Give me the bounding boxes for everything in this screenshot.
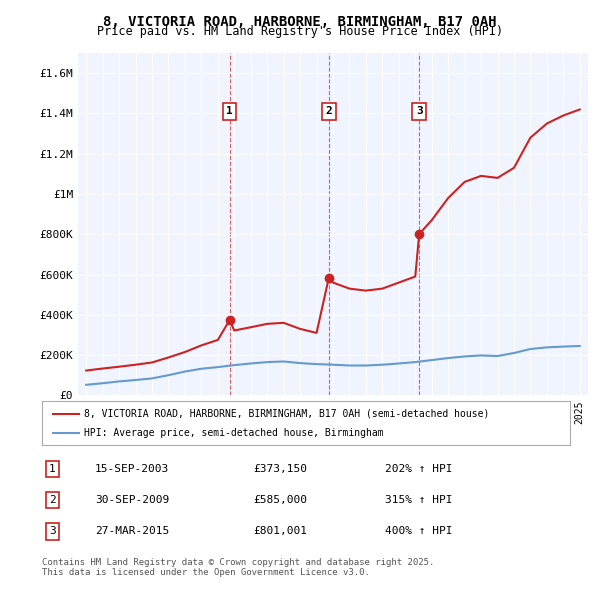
Text: 30-SEP-2009: 30-SEP-2009 [95, 495, 169, 505]
Text: 1: 1 [49, 464, 56, 474]
Text: £373,150: £373,150 [253, 464, 307, 474]
Text: 315% ↑ HPI: 315% ↑ HPI [385, 495, 453, 505]
Text: HPI: Average price, semi-detached house, Birmingham: HPI: Average price, semi-detached house,… [84, 428, 384, 438]
Text: 400% ↑ HPI: 400% ↑ HPI [385, 526, 453, 536]
Text: £801,001: £801,001 [253, 526, 307, 536]
Text: 8, VICTORIA ROAD, HARBORNE, BIRMINGHAM, B17 0AH (semi-detached house): 8, VICTORIA ROAD, HARBORNE, BIRMINGHAM, … [84, 409, 490, 418]
Text: Contains HM Land Registry data © Crown copyright and database right 2025.
This d: Contains HM Land Registry data © Crown c… [42, 558, 434, 577]
Text: 15-SEP-2003: 15-SEP-2003 [95, 464, 169, 474]
Text: 202% ↑ HPI: 202% ↑ HPI [385, 464, 453, 474]
Text: 3: 3 [49, 526, 56, 536]
Text: Price paid vs. HM Land Registry's House Price Index (HPI): Price paid vs. HM Land Registry's House … [97, 25, 503, 38]
Text: 1: 1 [226, 106, 233, 116]
Text: 2: 2 [326, 106, 332, 116]
Text: 27-MAR-2015: 27-MAR-2015 [95, 526, 169, 536]
Text: 2: 2 [49, 495, 56, 505]
Text: 3: 3 [416, 106, 422, 116]
Text: 8, VICTORIA ROAD, HARBORNE, BIRMINGHAM, B17 0AH: 8, VICTORIA ROAD, HARBORNE, BIRMINGHAM, … [103, 15, 497, 29]
Text: £585,000: £585,000 [253, 495, 307, 505]
